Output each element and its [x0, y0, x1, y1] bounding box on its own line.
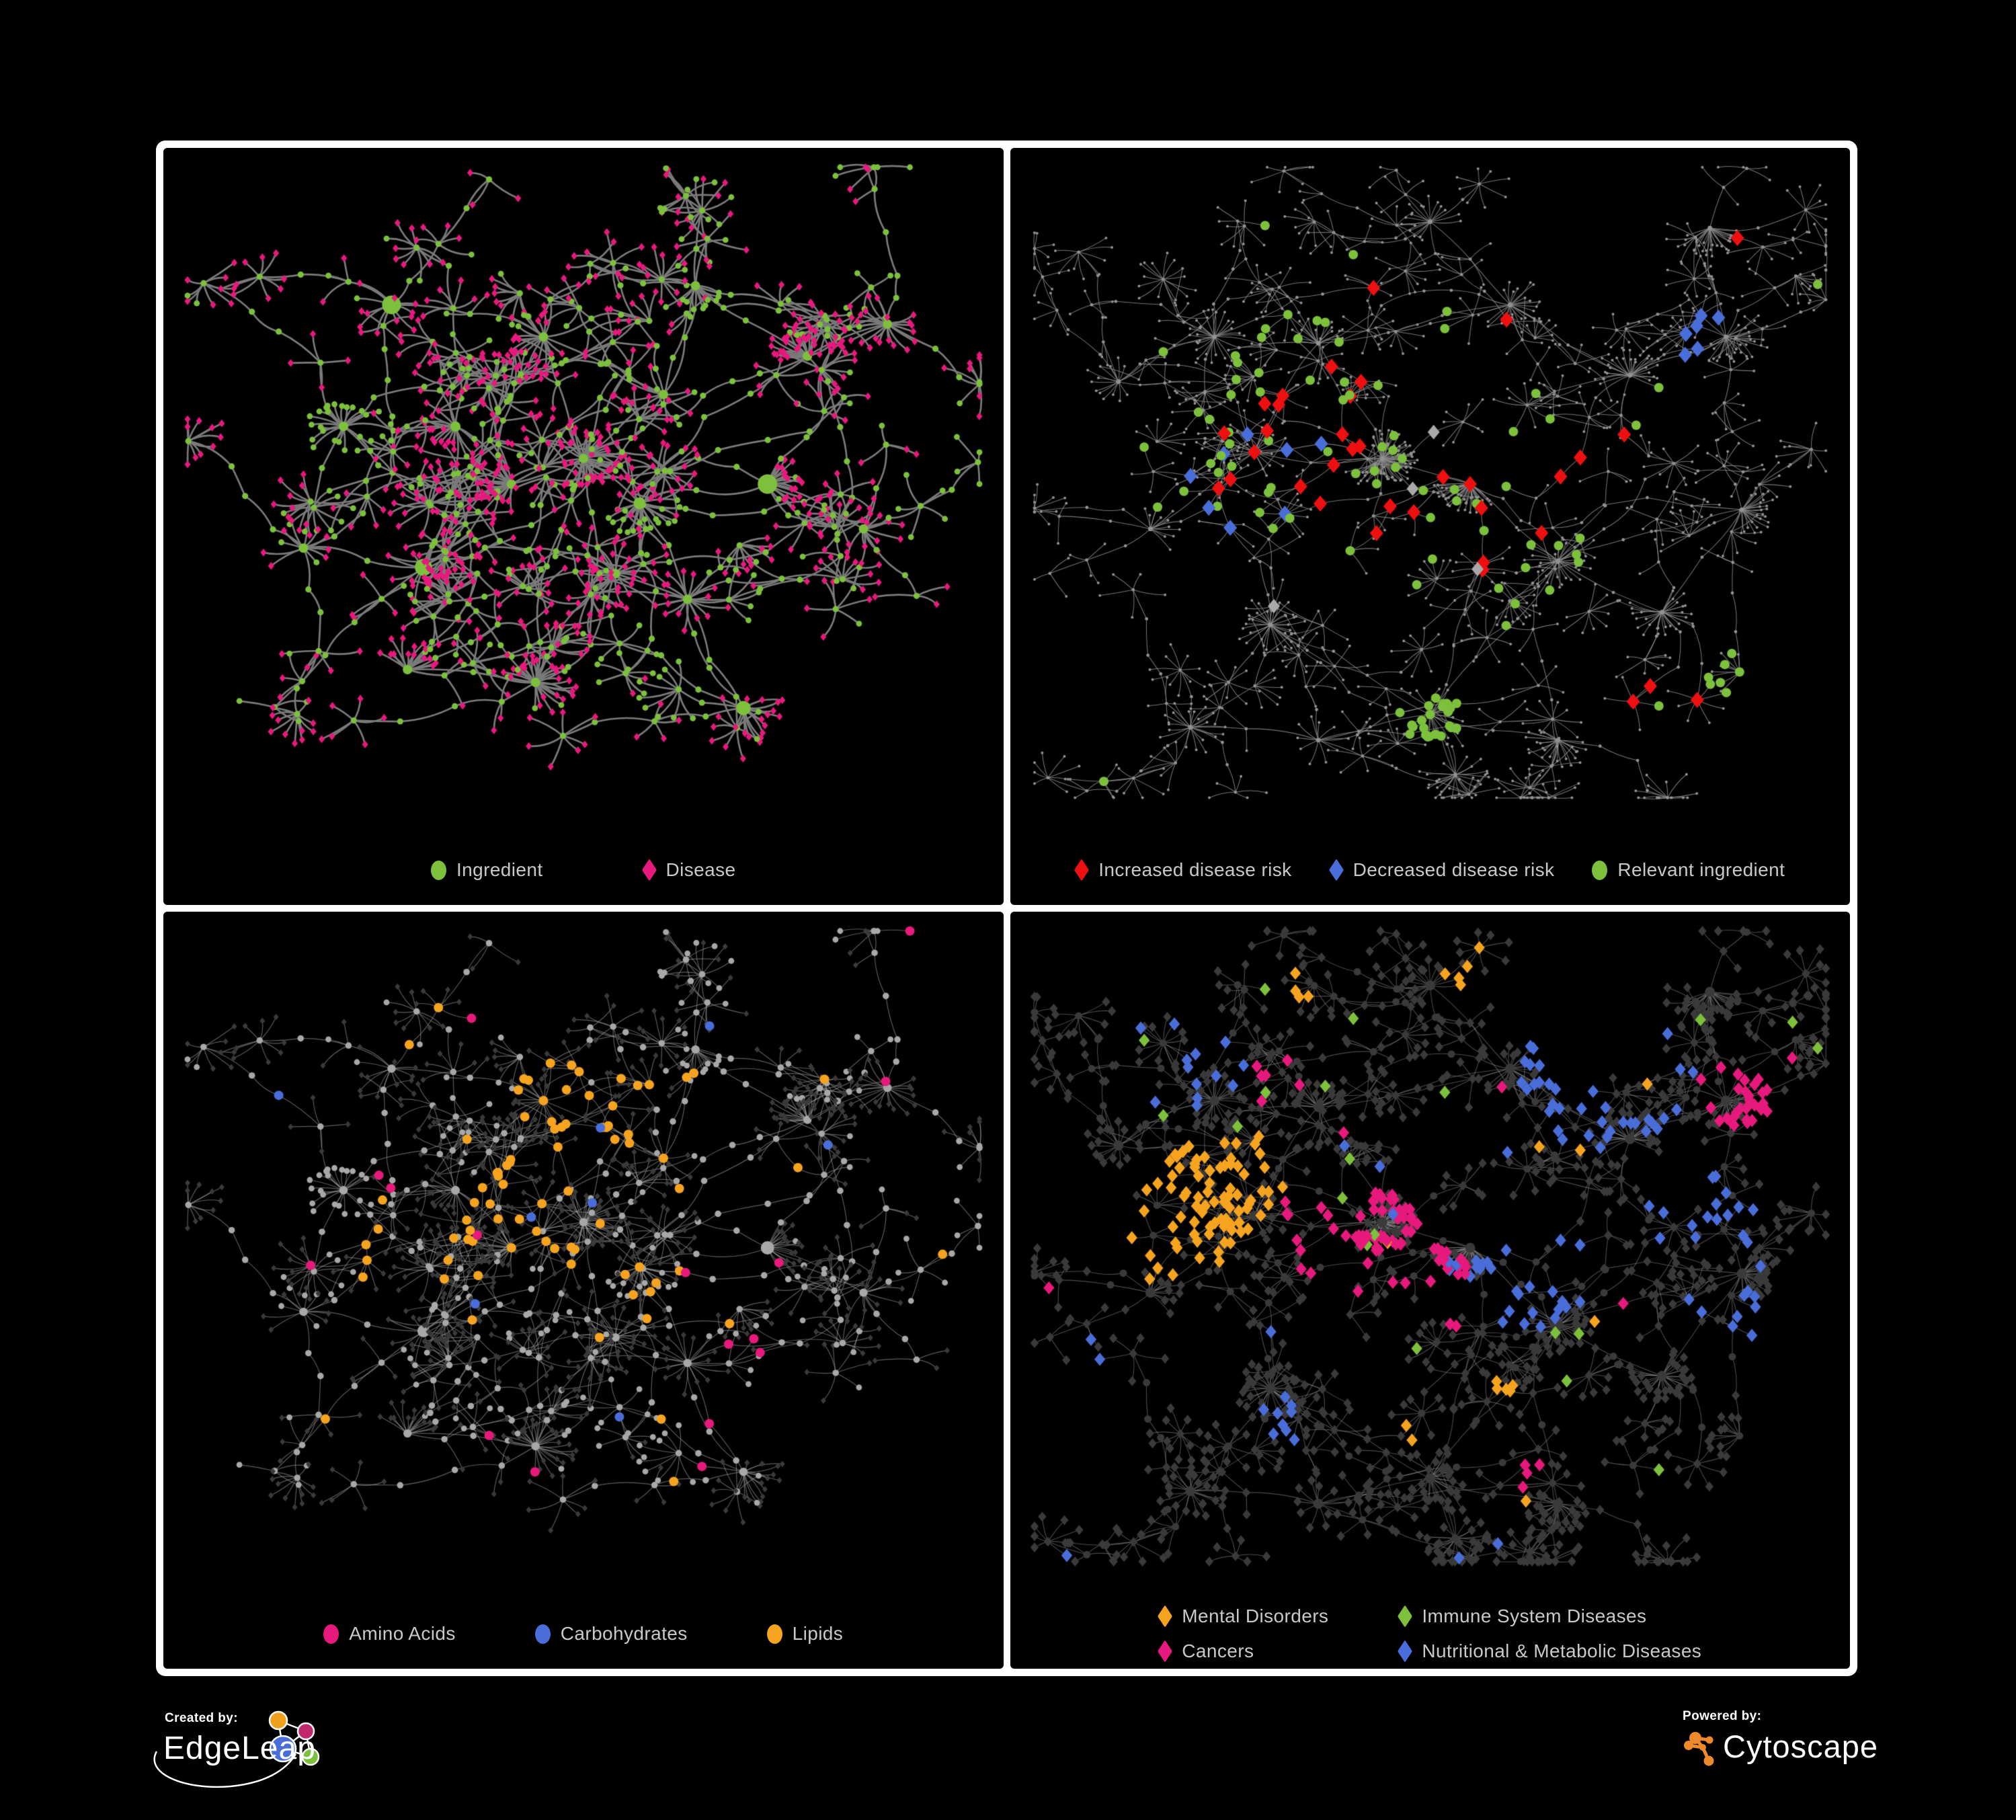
- ingredient-disease-legend: Ingredient Disease: [163, 859, 1004, 881]
- ingredient-legend-label: Ingredient: [456, 859, 543, 880]
- legend-item-lipids: Lipids: [766, 1623, 844, 1645]
- legend-item-mental-disorders: Mental Disorders: [1158, 1605, 1329, 1628]
- legend-item-carbohydrates: Carbohydrates: [534, 1623, 688, 1645]
- cytoscape-credit: Powered by: Cytoscape: [1677, 1709, 1906, 1790]
- cytoscape-logo-icon: [1684, 1732, 1714, 1766]
- cytoscape-node-e: [1703, 1755, 1714, 1766]
- carbohydrates-legend-label: Carbohydrates: [560, 1623, 688, 1644]
- disease-category-network-canvas: [1010, 912, 1850, 1669]
- immune-system-diseases-legend-label: Immune System Diseases: [1422, 1606, 1647, 1626]
- cytoscape-node-b: [1684, 1741, 1693, 1750]
- disease-risk-network-canvas: [1010, 148, 1850, 905]
- legend-item-nutritional-metabolic-diseases: Nutritional & Metabolic Diseases: [1398, 1640, 1702, 1663]
- legend-item-decreased-risk: Decreased disease risk: [1328, 859, 1555, 881]
- edgeleap-green-node: [301, 1747, 320, 1766]
- mental-disorders-marker-icon: [1158, 1605, 1173, 1628]
- cytoscape-wordmark: Cytoscape: [1723, 1729, 1879, 1764]
- nutritional-metabolic-diseases-marker-icon: [1398, 1640, 1413, 1663]
- lipids-marker-icon: [766, 1624, 782, 1644]
- lipids-legend-label: Lipids: [792, 1623, 844, 1644]
- legend-item-cancers: Cancers: [1158, 1640, 1328, 1663]
- relevant-ingredient-marker-icon: [1592, 860, 1608, 880]
- legend-item-immune-system-diseases: Immune System Diseases: [1398, 1605, 1701, 1628]
- cancers-marker-icon: [1158, 1640, 1173, 1663]
- disease-legend-label: Disease: [666, 859, 736, 880]
- panel-nutrient-classes: Amino Acids Carbohydrates Lipids: [163, 912, 1004, 1669]
- decreased-risk-marker-icon: [1328, 859, 1344, 881]
- created-by-label: Created by:: [165, 1711, 238, 1725]
- cytoscape-node-c: [1705, 1736, 1713, 1744]
- edgeleap-blue-node: [269, 1735, 297, 1763]
- mental-disorders-legend-label: Mental Disorders: [1182, 1606, 1329, 1626]
- carbohydrates-marker-icon: [534, 1624, 551, 1644]
- powered-by-label: Powered by:: [1683, 1709, 1762, 1723]
- cytoscape-node-d: [1699, 1744, 1706, 1751]
- edgeleap-magenta-node: [296, 1722, 315, 1741]
- legend-item-disease: Disease: [641, 859, 736, 881]
- disease-category-legend: Mental Disorders Immune System Diseases …: [1010, 1605, 1851, 1663]
- edgeleap-swoosh: [153, 1751, 297, 1788]
- immune-system-diseases-marker-icon: [1398, 1605, 1413, 1628]
- ingredient-marker-icon: [430, 860, 446, 880]
- legend-item-ingredient: Ingredient: [430, 859, 543, 881]
- cancers-legend-label: Cancers: [1182, 1640, 1254, 1661]
- edgeleap-credit: Created by: EdgeLeap: [153, 1710, 405, 1819]
- legend-item-amino-acids: Amino Acids: [323, 1623, 455, 1645]
- edgeleap-wordmark: EdgeLeap: [163, 1731, 316, 1766]
- ingredient-disease-network-canvas: [163, 148, 1004, 905]
- disease-marker-icon: [641, 859, 657, 881]
- increased-risk-marker-icon: [1074, 859, 1090, 881]
- panel-ingredient-disease: Ingredient Disease: [163, 148, 1004, 905]
- increased-risk-legend-label: Increased disease risk: [1098, 859, 1292, 880]
- decreased-risk-legend-label: Decreased disease risk: [1353, 859, 1555, 880]
- relevant-ingredient-legend-label: Relevant ingredient: [1617, 859, 1785, 880]
- disease-risk-legend: Increased disease risk Decreased disease…: [1010, 859, 1851, 881]
- amino-acids-legend-label: Amino Acids: [349, 1623, 456, 1644]
- amino-acids-marker-icon: [323, 1624, 339, 1644]
- panel-disease-categories: Mental Disorders Immune System Diseases …: [1010, 912, 1851, 1669]
- nutrient-class-legend: Amino Acids Carbohydrates Lipids: [163, 1623, 1004, 1645]
- nutritional-metabolic-diseases-legend-label: Nutritional & Metabolic Diseases: [1422, 1640, 1702, 1661]
- legend-item-relevant-ingredient: Relevant ingredient: [1592, 859, 1785, 881]
- figure-grid: Ingredient Disease Increased disease ris…: [156, 141, 1857, 1676]
- legend-item-increased-risk: Increased disease risk: [1074, 859, 1292, 881]
- edgeleap-logo-icon: [153, 1710, 320, 1788]
- panel-disease-risk: Increased disease risk Decreased disease…: [1010, 148, 1851, 905]
- edgeleap-orange-node: [268, 1710, 288, 1731]
- nutrient-class-network-canvas: [163, 912, 1004, 1669]
- cytoscape-node-a: [1689, 1732, 1701, 1744]
